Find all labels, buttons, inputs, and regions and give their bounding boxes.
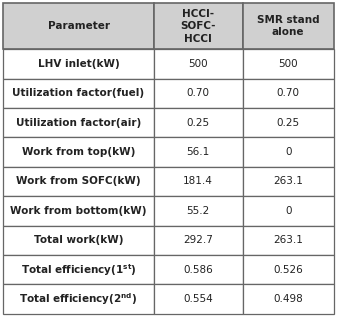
Bar — [3, 108, 154, 137]
Text: 500: 500 — [188, 59, 208, 69]
Bar — [3, 49, 154, 79]
Bar — [243, 284, 334, 314]
Text: 0.554: 0.554 — [183, 294, 213, 304]
Bar — [3, 167, 154, 196]
Bar — [243, 108, 334, 137]
Text: Utilization factor(air): Utilization factor(air) — [16, 118, 141, 128]
Text: 0: 0 — [285, 206, 292, 216]
Text: 0.586: 0.586 — [183, 265, 213, 275]
Text: 263.1: 263.1 — [273, 177, 303, 186]
Text: LHV inlet(kW): LHV inlet(kW) — [38, 59, 119, 69]
Text: $\bf{Total\ efficiency(1^{st})}$: $\bf{Total\ efficiency(1^{st})}$ — [21, 262, 136, 278]
Bar — [154, 167, 243, 196]
Bar — [154, 79, 243, 108]
Bar — [3, 196, 154, 226]
Text: 0.25: 0.25 — [277, 118, 300, 128]
Text: 0: 0 — [285, 147, 292, 157]
Bar — [243, 137, 334, 167]
Bar — [154, 137, 243, 167]
Bar — [3, 137, 154, 167]
Bar — [3, 3, 154, 49]
Bar — [243, 196, 334, 226]
Text: SMR stand
alone: SMR stand alone — [257, 15, 319, 37]
Text: 56.1: 56.1 — [187, 147, 210, 157]
Text: 0.498: 0.498 — [273, 294, 303, 304]
Bar — [154, 255, 243, 284]
Text: HCCI-
SOFC-
HCCI: HCCI- SOFC- HCCI — [181, 9, 216, 43]
Text: 0.25: 0.25 — [187, 118, 210, 128]
Bar — [154, 226, 243, 255]
Text: 292.7: 292.7 — [183, 235, 213, 245]
Text: Work from SOFC(kW): Work from SOFC(kW) — [16, 177, 141, 186]
Bar — [3, 79, 154, 108]
Bar — [154, 196, 243, 226]
Text: Work from top(kW): Work from top(kW) — [22, 147, 135, 157]
Bar — [243, 255, 334, 284]
Text: 55.2: 55.2 — [187, 206, 210, 216]
Bar — [243, 167, 334, 196]
Bar — [3, 284, 154, 314]
Text: $\bf{Total\ efficiency(2^{nd})}$: $\bf{Total\ efficiency(2^{nd})}$ — [19, 291, 138, 307]
Bar — [3, 255, 154, 284]
Text: 263.1: 263.1 — [273, 235, 303, 245]
Text: Utilization factor(fuel): Utilization factor(fuel) — [12, 88, 145, 98]
Bar — [154, 49, 243, 79]
Text: 500: 500 — [278, 59, 298, 69]
Text: 0.526: 0.526 — [273, 265, 303, 275]
Text: Parameter: Parameter — [48, 21, 110, 31]
Text: Total work(kW): Total work(kW) — [34, 235, 123, 245]
Bar — [243, 3, 334, 49]
Bar — [243, 49, 334, 79]
Text: 181.4: 181.4 — [183, 177, 213, 186]
Text: 0.70: 0.70 — [187, 88, 210, 98]
Bar — [154, 284, 243, 314]
Text: 0.70: 0.70 — [277, 88, 300, 98]
Bar — [3, 226, 154, 255]
Bar — [154, 108, 243, 137]
Bar — [243, 79, 334, 108]
Bar — [243, 226, 334, 255]
Bar — [154, 3, 243, 49]
Text: Work from bottom(kW): Work from bottom(kW) — [10, 206, 147, 216]
